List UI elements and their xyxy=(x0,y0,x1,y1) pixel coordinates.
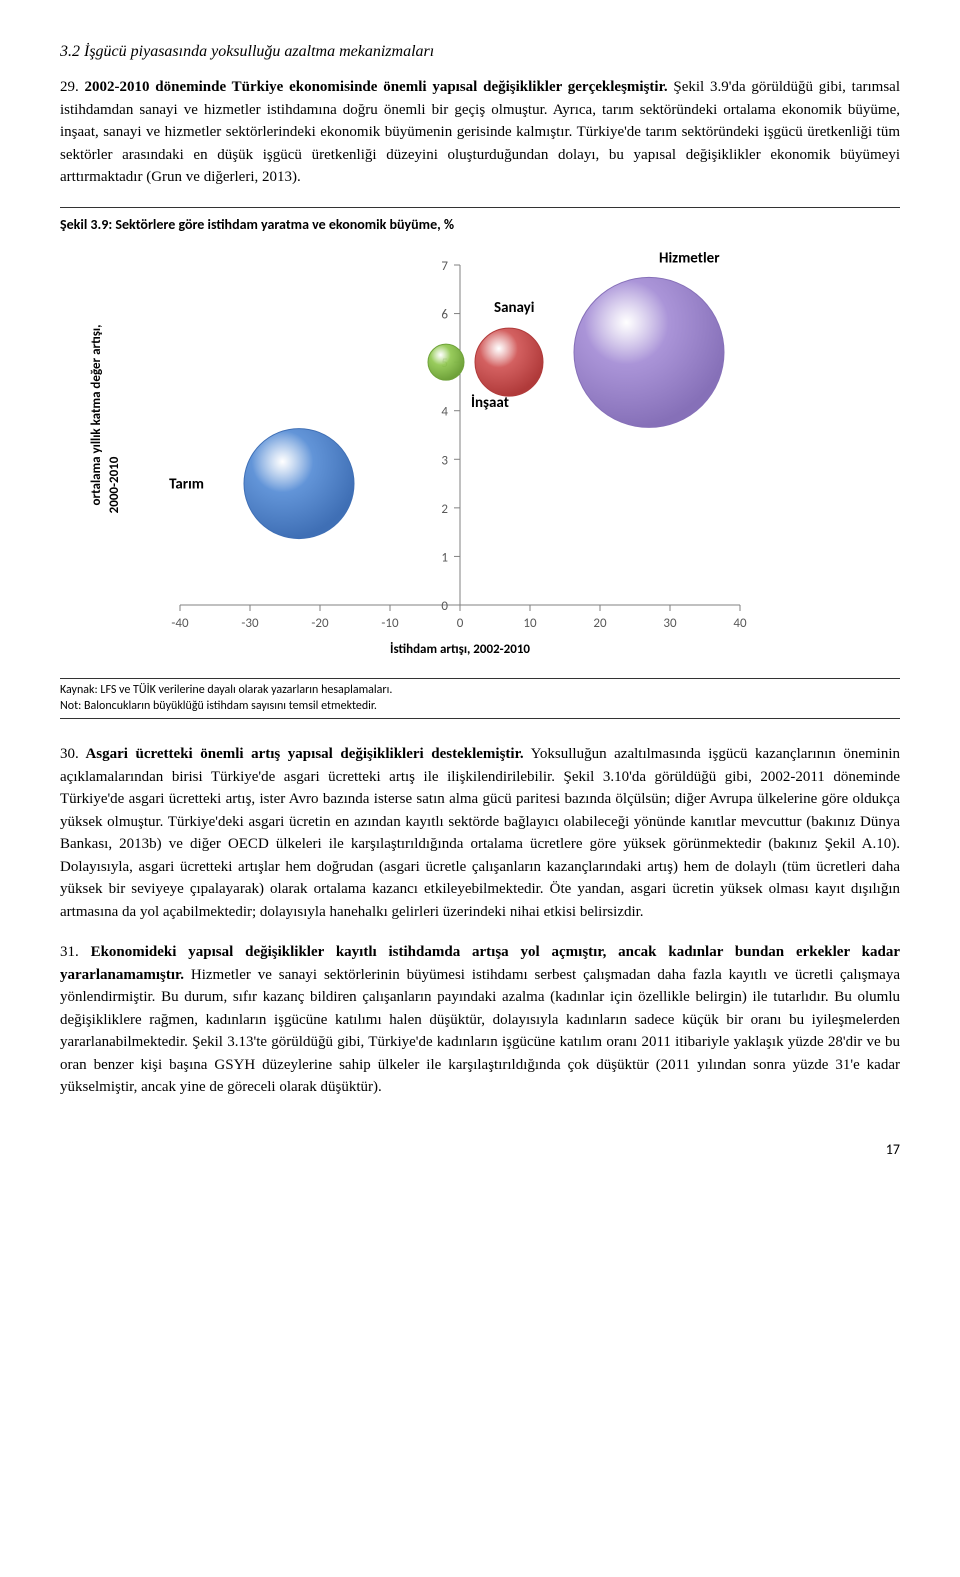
svg-text:6: 6 xyxy=(441,307,448,322)
source-note: Not: Baloncukların büyüklüğü istihdam sa… xyxy=(60,699,900,715)
page-number: 17 xyxy=(60,1139,900,1160)
svg-text:Hizmetler: Hizmetler xyxy=(659,249,720,267)
svg-text:-20: -20 xyxy=(311,616,329,631)
svg-text:7: 7 xyxy=(441,259,448,274)
svg-text:2000-2010: 2000-2010 xyxy=(107,456,122,513)
para-num: 29. xyxy=(60,79,79,95)
paragraph-31: 31. Ekonomideki yapısal değişiklikler ka… xyxy=(60,941,900,1099)
svg-text:-10: -10 xyxy=(381,616,399,631)
para-body: Yoksulluğun azaltılmasında işgücü kazanç… xyxy=(60,746,900,920)
svg-text:2: 2 xyxy=(441,501,448,516)
paragraph-30: 30. Asgari ücretteki önemli artış yapısa… xyxy=(60,743,900,923)
svg-text:Sanayi: Sanayi xyxy=(494,299,534,317)
para-num: 31. xyxy=(60,944,79,960)
paragraph-29: 29. 2002-2010 döneminde Türkiye ekonomis… xyxy=(60,76,900,189)
para-lead: 2002-2010 döneminde Türkiye ekonomisinde… xyxy=(79,79,668,95)
svg-text:1: 1 xyxy=(441,550,448,565)
para-lead: Asgari ücretteki önemli artış yapısal de… xyxy=(79,746,524,762)
svg-text:4: 4 xyxy=(441,404,448,419)
svg-text:-30: -30 xyxy=(241,616,259,631)
svg-text:10: 10 xyxy=(523,616,537,631)
svg-text:40: 40 xyxy=(733,616,747,631)
svg-text:Tarım: Tarım xyxy=(169,475,204,493)
section-heading: 3.2 İşgücü piyasasında yoksulluğu azaltm… xyxy=(60,40,900,64)
svg-text:0: 0 xyxy=(441,599,448,614)
chart-source: Kaynak: LFS ve TÜİK verilerine dayalı ol… xyxy=(60,678,900,719)
svg-text:ortalama yıllık katma değer ar: ortalama yıllık katma değer artışı, xyxy=(89,324,104,505)
svg-text:İnşaat: İnşaat xyxy=(471,393,509,412)
svg-text:İstihdam artışı, 2002-2010: İstihdam artışı, 2002-2010 xyxy=(390,641,530,657)
svg-text:30: 30 xyxy=(663,616,677,631)
para-num: 30. xyxy=(60,746,79,762)
svg-text:0: 0 xyxy=(457,616,464,631)
bubble-chart: -40-30-20-1001020304001234567Tarımİnşaat… xyxy=(60,245,900,673)
para-body: Hizmetler ve sanayi sektörlerinin büyüme… xyxy=(60,967,900,1096)
svg-text:3: 3 xyxy=(441,453,448,468)
svg-text:-40: -40 xyxy=(171,616,189,631)
source-line: Kaynak: LFS ve TÜİK verilerine dayalı ol… xyxy=(60,683,900,699)
svg-text:20: 20 xyxy=(593,616,607,631)
chart-title: Şekil 3.9: Sektörlere göre istihdam yara… xyxy=(60,207,900,235)
